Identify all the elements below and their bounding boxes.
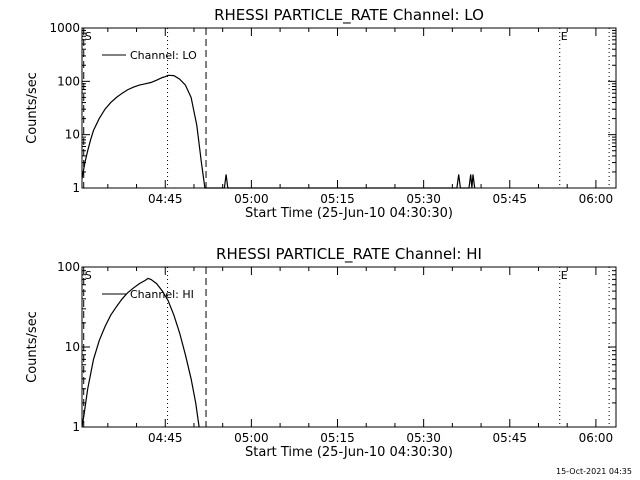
x-tick-label: 05:15	[320, 192, 355, 206]
chart-title: RHESSI PARTICLE_RATE Channel: LO	[214, 6, 484, 25]
footer-timestamp: 15-Oct-2021 04:35	[556, 467, 632, 476]
y-tick-label: 10	[65, 340, 80, 354]
panel-hi: RHESSI PARTICLE_RATE Channel: HI 04:45 05:…	[25, 245, 617, 460]
y-tick-label: 1000	[49, 21, 80, 35]
x-tick-label: 04:45	[148, 192, 183, 206]
legend-label: Channel: LO	[130, 49, 197, 62]
x-tick-label: 05:45	[492, 192, 527, 206]
panel-lo: RHESSI PARTICLE_RATE Channel: LO 04:45 05:…	[25, 6, 617, 221]
x-tick-label: 05:45	[492, 431, 527, 445]
x-tick-label: 05:00	[234, 192, 269, 206]
y-tick-label: 10	[65, 128, 80, 142]
x-tick-label: 05:30	[406, 192, 441, 206]
series-line	[81, 277, 200, 428]
legend-label: Channel: HI	[130, 288, 194, 301]
marker-label-s: S	[85, 30, 92, 43]
chart-title: RHESSI PARTICLE_RATE Channel: HI	[216, 245, 482, 264]
y-tick-label: 1	[72, 420, 80, 434]
x-axis-label: Start Time (25-Jun-10 04:30:30)	[245, 445, 453, 460]
y-axis-label: Counts/sec	[25, 72, 40, 144]
x-tick-label: 04:45	[148, 431, 183, 445]
marker-label-e: E	[561, 269, 568, 282]
marker-label-e: E	[561, 30, 568, 43]
y-tick-label: 100	[57, 74, 80, 88]
series-line	[81, 74, 476, 189]
x-tick-label: 05:15	[320, 431, 355, 445]
x-tick-label: 05:00	[234, 431, 269, 445]
marker-label-s: S	[85, 269, 92, 282]
x-tick-label: 05:30	[406, 431, 441, 445]
x-axis-label: Start Time (25-Jun-10 04:30:30)	[245, 206, 453, 221]
x-tick-label: 06:00	[579, 431, 614, 445]
x-tick-label: 06:00	[579, 192, 614, 206]
y-tick-label: 1	[72, 181, 80, 195]
y-tick-label: 100	[57, 260, 80, 274]
y-axis-label: Counts/sec	[25, 311, 40, 383]
